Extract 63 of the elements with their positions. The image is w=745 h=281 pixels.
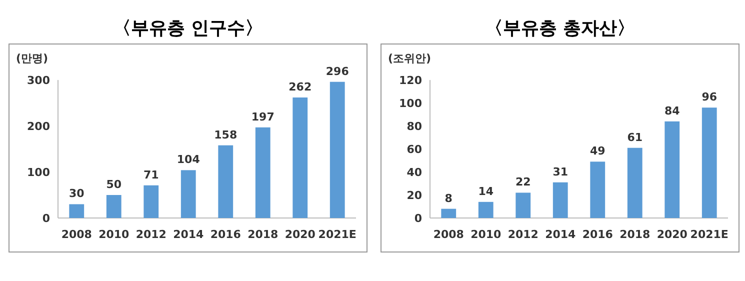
bar (516, 192, 531, 218)
data-label: 84 (664, 104, 680, 118)
x-tick-label: 2018 (620, 228, 650, 241)
x-tick-label: 2012 (508, 228, 538, 241)
chart-title: 〈부유층 총자산〉 (484, 18, 636, 39)
data-label: 197 (251, 110, 274, 124)
bar (106, 195, 122, 218)
bar (441, 208, 456, 218)
chart-title: 〈부유층 인구수〉 (112, 18, 264, 39)
data-label: 49 (590, 144, 606, 158)
y-tick-label: 40 (406, 166, 422, 179)
data-label: 50 (106, 178, 122, 191)
y-tick-label: 100 (399, 97, 422, 110)
bar (627, 148, 642, 218)
bar (218, 145, 234, 218)
data-label: 61 (627, 130, 643, 144)
y-tick-label: 120 (399, 74, 422, 87)
bar (180, 170, 196, 218)
y-tick-label: 200 (27, 120, 50, 133)
data-label: 71 (143, 168, 159, 182)
y-axis-title: (만명) (16, 52, 48, 65)
data-label: 30 (68, 187, 85, 200)
x-tick-label: 2020 (284, 228, 316, 241)
y-tick-label: 60 (406, 143, 422, 156)
bar (144, 185, 159, 218)
y-axis-title: (조위안) (388, 52, 432, 65)
data-label: 31 (552, 165, 568, 178)
x-tick-label: 2014 (545, 228, 576, 241)
x-tick-label: 2014 (173, 228, 204, 241)
y-tick-label: 100 (27, 166, 50, 179)
y-tick-label: 0 (414, 212, 422, 225)
y-tick-label: 300 (27, 74, 50, 87)
x-tick-label: 2021E (690, 228, 728, 241)
x-tick-label: 2018 (248, 228, 278, 241)
x-tick-label: 2008 (433, 228, 464, 241)
bar (292, 97, 308, 218)
data-label: 104 (176, 153, 200, 166)
bar (702, 108, 717, 218)
y-tick-label: 80 (406, 120, 422, 133)
data-label: 96 (702, 90, 718, 104)
bar (478, 202, 494, 218)
data-label: 296 (326, 64, 350, 78)
y-tick-label: 0 (42, 212, 50, 225)
x-tick-label: 2016 (210, 228, 242, 241)
data-label: 8 (444, 192, 452, 205)
bar (664, 121, 680, 218)
bar (69, 204, 84, 218)
data-label: 14 (478, 184, 494, 198)
data-label: 158 (214, 128, 238, 142)
y-tick-label: 20 (406, 189, 422, 202)
bar (590, 162, 606, 218)
x-tick-label: 2021E (318, 228, 356, 241)
x-tick-label: 2012 (136, 228, 166, 241)
data-label: 22 (515, 176, 531, 189)
x-tick-label: 2010 (98, 228, 130, 241)
x-tick-label: 2016 (582, 228, 614, 241)
x-tick-label: 2010 (470, 228, 502, 241)
bar (255, 127, 270, 218)
x-tick-label: 2020 (656, 228, 688, 241)
x-tick-label: 2008 (61, 228, 92, 241)
data-label: 262 (288, 80, 312, 94)
bar (330, 82, 345, 218)
bar (552, 182, 568, 218)
